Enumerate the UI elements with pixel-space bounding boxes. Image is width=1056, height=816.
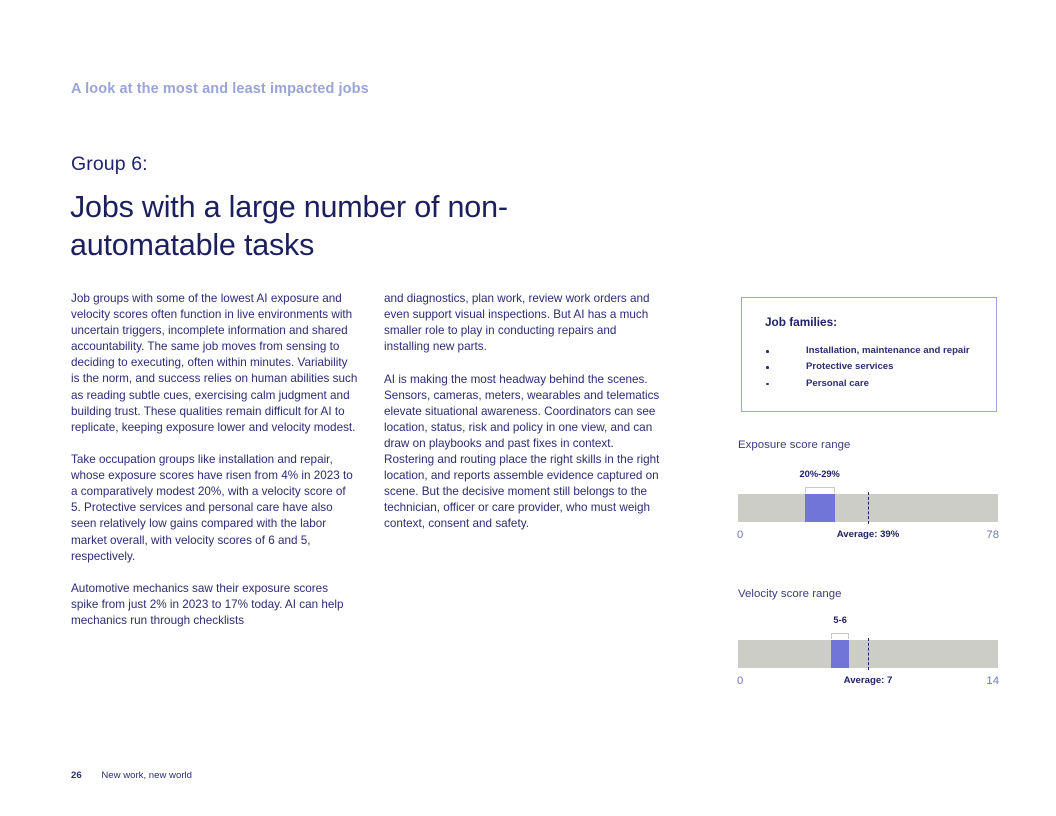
list-item: Personal care (765, 376, 990, 392)
paragraph: Automotive mechanics saw their exposure … (71, 581, 344, 628)
page-footer: 26 New work, new world (71, 770, 192, 781)
paragraph: Job groups with some of the lowest AI ex… (71, 292, 358, 434)
band-range-label: 5-6 (833, 615, 847, 625)
job-families-box: Job families: Installation, maintenance … (741, 297, 997, 412)
body-column-2: and diagnostics, plan work, review work … (384, 291, 664, 533)
average-marker (868, 638, 869, 670)
list-item: Installation, maintenance and repair (765, 343, 990, 359)
score-track (738, 492, 998, 524)
score-band (830, 640, 850, 668)
paragraph: AI is making the most headway behind the… (384, 372, 660, 531)
band-bracket (804, 487, 835, 493)
list-item: Protective services (765, 359, 990, 375)
axis-min-label: 0 (737, 529, 744, 541)
axis-average-label: Average: 39% (836, 529, 900, 540)
paragraph: Take occupation groups like installation… (71, 453, 353, 563)
velocity-score-range-chart: Velocity score range 5-6 0 Average: 7 14 (737, 588, 999, 687)
chart-caption: Exposure score range (738, 439, 851, 451)
body-column-1: Job groups with some of the lowest AI ex… (71, 291, 358, 629)
chart-caption: Velocity score range (738, 588, 842, 600)
running-head: A look at the most and least impacted jo… (71, 81, 369, 97)
axis-max-label: 14 (986, 675, 999, 687)
average-marker (868, 492, 869, 524)
job-families-list: Installation, maintenance and repair Pro… (765, 343, 990, 392)
paragraph: and diagnostics, plan work, review work … (384, 292, 650, 354)
exposure-score-range-chart: Exposure score range 20%-29% 0 Average: … (737, 439, 999, 541)
document-title: New work, new world (101, 770, 192, 781)
axis-max-label: 78 (986, 529, 999, 541)
score-band (804, 494, 835, 522)
page-number: 26 (71, 770, 82, 781)
band-range-label: 20%-29% (799, 469, 840, 479)
axis-min-label: 0 (737, 675, 744, 687)
job-families-title: Job families: (765, 315, 838, 329)
band-bracket (830, 633, 850, 639)
score-track (738, 638, 998, 670)
group-label: Group 6: (71, 153, 148, 175)
page-title: Jobs with a large number of non-automata… (70, 190, 508, 262)
axis-average-label: Average: 7 (843, 675, 893, 686)
chart-axis: 0 Average: 39% 78 (737, 529, 999, 545)
chart-axis: 0 Average: 7 14 (737, 675, 999, 691)
